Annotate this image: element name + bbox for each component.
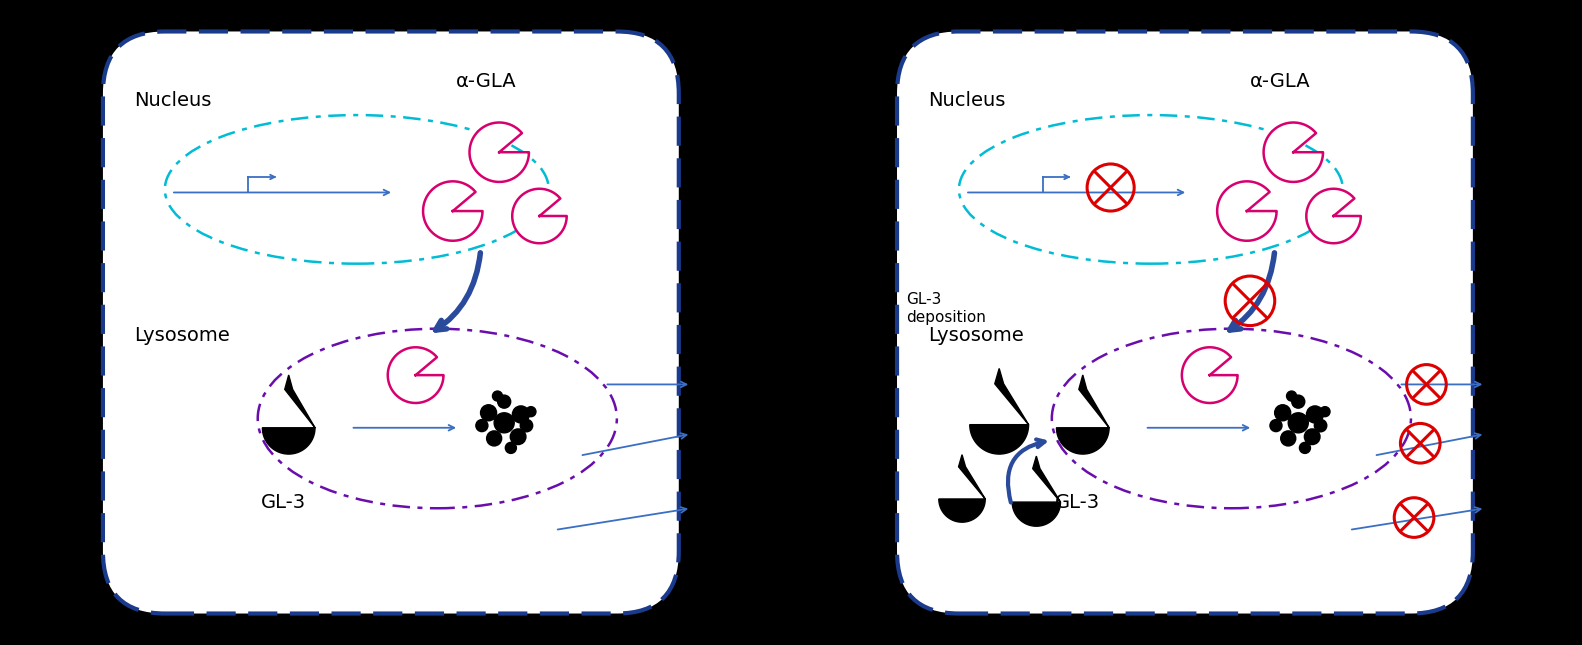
- Circle shape: [1319, 406, 1330, 417]
- Polygon shape: [263, 375, 315, 454]
- Polygon shape: [1057, 375, 1109, 454]
- Polygon shape: [1182, 347, 1237, 403]
- Text: GL-3: GL-3: [1055, 493, 1099, 512]
- Polygon shape: [470, 123, 528, 182]
- Circle shape: [1292, 395, 1305, 408]
- FancyBboxPatch shape: [897, 32, 1473, 613]
- Circle shape: [1315, 419, 1327, 432]
- Circle shape: [511, 429, 525, 444]
- Text: α-GLA: α-GLA: [456, 72, 516, 91]
- Polygon shape: [1264, 123, 1323, 182]
- Text: Nucleus: Nucleus: [929, 91, 1005, 110]
- Circle shape: [1286, 391, 1297, 401]
- Polygon shape: [388, 347, 443, 403]
- FancyBboxPatch shape: [103, 32, 679, 613]
- Circle shape: [498, 395, 511, 408]
- Circle shape: [487, 431, 501, 446]
- Circle shape: [1299, 442, 1310, 453]
- Polygon shape: [1307, 189, 1361, 243]
- Circle shape: [505, 442, 516, 453]
- Circle shape: [1281, 431, 1296, 446]
- Polygon shape: [970, 368, 1028, 454]
- Circle shape: [520, 419, 533, 432]
- Text: GL-3: GL-3: [261, 493, 305, 512]
- Text: GL-3
deposition: GL-3 deposition: [906, 292, 986, 326]
- Polygon shape: [938, 455, 986, 522]
- Circle shape: [1305, 429, 1319, 444]
- Polygon shape: [422, 181, 483, 241]
- Circle shape: [492, 391, 503, 401]
- Text: Lysosome: Lysosome: [929, 326, 1024, 345]
- Text: α-GLA: α-GLA: [1250, 72, 1310, 91]
- Circle shape: [494, 413, 514, 433]
- Circle shape: [525, 406, 536, 417]
- Text: Lysosome: Lysosome: [134, 326, 229, 345]
- Polygon shape: [1012, 456, 1060, 526]
- Circle shape: [476, 420, 487, 432]
- Circle shape: [1307, 406, 1324, 423]
- Polygon shape: [513, 189, 566, 243]
- Text: Nucleus: Nucleus: [134, 91, 212, 110]
- Polygon shape: [1217, 181, 1277, 241]
- Circle shape: [1288, 413, 1308, 433]
- Circle shape: [1275, 405, 1291, 421]
- Circle shape: [1270, 420, 1281, 432]
- Circle shape: [481, 405, 497, 421]
- Circle shape: [513, 406, 530, 423]
